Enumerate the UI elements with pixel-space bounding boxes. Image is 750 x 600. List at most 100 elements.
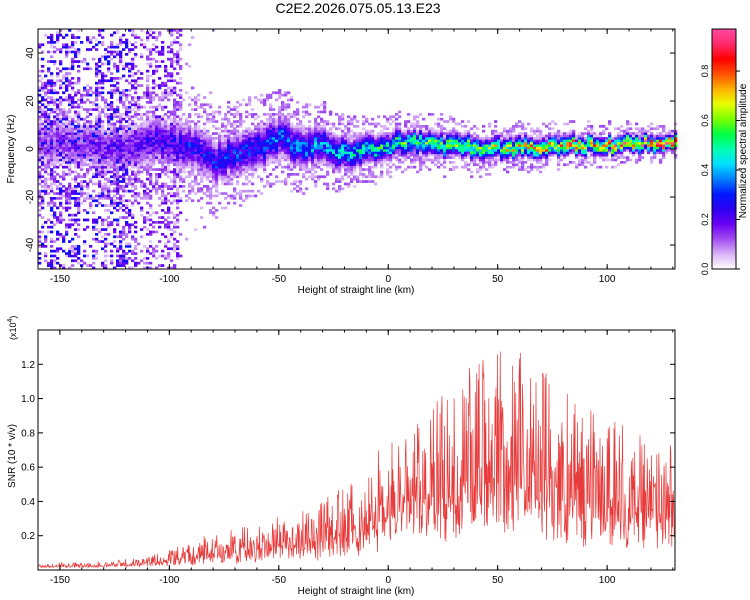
spectrogram-cell	[146, 156, 150, 159]
spectrogram-cell	[47, 84, 51, 87]
spectrogram-cell	[263, 132, 267, 135]
spectrogram-cell	[77, 146, 81, 150]
spectrogram-cell	[89, 122, 93, 126]
spectrogram-cell	[110, 149, 114, 152]
spectrogram-cell	[38, 74, 42, 78]
spectrogram-cell	[350, 173, 354, 176]
spectrogram-cell	[281, 156, 285, 159]
spectrogram-cell	[416, 151, 420, 155]
spectrogram-cell	[134, 221, 138, 224]
spectrogram-cell	[101, 192, 105, 195]
spectrogram-cell	[302, 175, 306, 179]
spectrogram-cell	[65, 223, 69, 227]
spectrogram-cell	[101, 194, 105, 198]
spectrogram-cell	[509, 134, 513, 138]
spectrogram-cell	[269, 144, 273, 147]
spectrogram-cell	[107, 149, 111, 152]
spectrogram-cell	[113, 113, 117, 116]
spectrogram-cell	[50, 120, 54, 123]
spectrogram-cell	[464, 134, 468, 138]
spectrogram-cell	[41, 168, 45, 171]
spectrogram-cell	[41, 96, 45, 99]
spectrogram-cell	[170, 158, 174, 162]
spectrogram-cell	[338, 137, 342, 140]
spectrogram-cell	[242, 158, 246, 162]
spectrogram-cell	[170, 161, 174, 164]
spectrogram-cell	[341, 177, 345, 181]
spectrogram-cell	[239, 163, 243, 167]
spectrogram-cell	[59, 175, 63, 179]
spectrogram-cell	[71, 86, 75, 90]
spectrogram-cell	[275, 132, 279, 135]
spectrogram-cell	[92, 197, 96, 200]
spectrogram-cell	[197, 141, 201, 145]
spectrogram-cell	[128, 69, 132, 73]
spectrogram-cell	[53, 153, 57, 157]
spectrogram-cell	[437, 146, 441, 150]
spectrogram-cell	[410, 129, 414, 133]
spectrogram-cell	[335, 146, 339, 150]
spectrogram-cell	[80, 175, 84, 179]
spectrogram-cell	[50, 237, 54, 241]
spectrogram-cell	[38, 165, 42, 169]
spectrogram-cell	[308, 134, 312, 138]
spectrogram-cell	[299, 129, 303, 133]
spectrogram-cell	[329, 156, 333, 159]
spectrogram-cell	[281, 180, 285, 183]
spectrogram-cell	[437, 132, 441, 135]
spectrogram-cell	[104, 144, 108, 147]
spectrogram-cell	[44, 151, 48, 155]
spectrogram-cell	[176, 247, 180, 251]
spectrogram-cell	[161, 192, 165, 195]
spectrogram-cell	[176, 240, 180, 243]
spectrogram-cell	[104, 177, 108, 181]
spectrogram-cell	[68, 125, 72, 128]
spectrogram-cell	[416, 115, 420, 119]
spectrogram-cell	[173, 127, 177, 131]
spectrogram-cell	[290, 168, 294, 171]
spectrogram-cell	[317, 149, 321, 152]
spectrogram-cell	[110, 144, 114, 147]
spectrogram-cell	[239, 151, 243, 155]
spectrogram-cell	[422, 151, 426, 155]
spectrogram-cell	[161, 168, 165, 171]
spectrogram-cell	[122, 170, 126, 174]
spectrogram-cell	[464, 161, 468, 164]
spectrogram-cell	[38, 153, 42, 157]
spectrogram-cell	[404, 132, 408, 135]
spectrogram-cell	[191, 165, 195, 169]
spectrogram-cell	[485, 139, 489, 143]
spectrogram-cell	[278, 91, 282, 95]
spectrogram-cell	[131, 249, 135, 253]
spectrogram-cell	[173, 249, 177, 253]
spectrogram-cell	[161, 144, 165, 147]
spectrogram-cell	[44, 170, 48, 174]
spectrogram-cell	[86, 173, 90, 176]
spectrogram-cell	[356, 120, 360, 123]
spectrogram-cell	[101, 127, 105, 131]
spectrogram-cell	[242, 129, 246, 133]
spectrogram-cell	[227, 170, 231, 174]
spectrogram-cell	[107, 221, 111, 224]
spectrogram-cell	[392, 137, 396, 140]
spectrogram-cell	[254, 146, 258, 150]
spectrogram-cell	[368, 129, 372, 133]
spectrogram-cell	[44, 115, 48, 119]
spectrogram-cell	[74, 41, 78, 44]
spectrogram-cell	[137, 153, 141, 157]
spectrogram-cell	[176, 29, 180, 32]
spectrogram-cell	[68, 225, 72, 229]
spectrogram-cell	[59, 146, 63, 150]
spectrogram-cell	[227, 177, 231, 181]
spectrogram-cell	[266, 146, 270, 150]
spectrogram-cell	[227, 120, 231, 123]
spectrogram-cell	[89, 137, 93, 140]
spectrogram-cell	[119, 129, 123, 133]
spectrogram-cell	[233, 158, 237, 162]
spectrogram-cell	[296, 122, 300, 126]
spectrogram-cell	[131, 103, 135, 107]
spectrogram-cell	[155, 245, 159, 248]
spectrogram-cell	[428, 127, 432, 131]
spectrogram-cell	[275, 156, 279, 159]
spectrogram-cell	[173, 149, 177, 152]
